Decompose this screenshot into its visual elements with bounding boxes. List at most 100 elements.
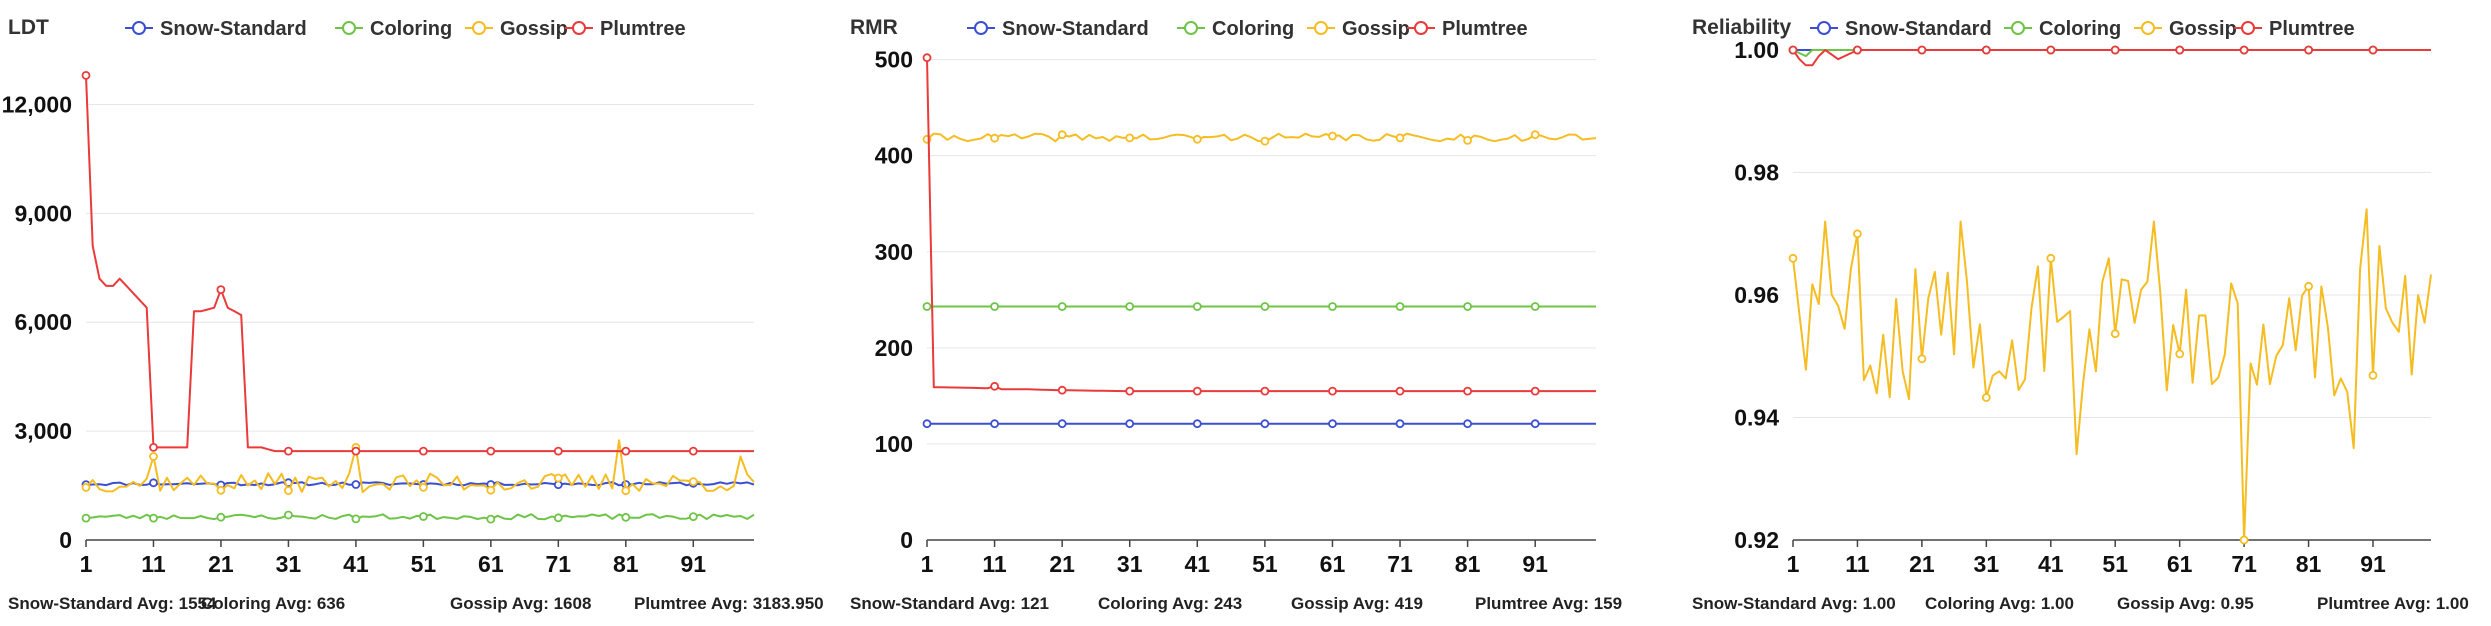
data-point-plumtree [1057, 385, 1067, 395]
data-point-plumtree [283, 446, 293, 456]
chart-title: RMR [850, 16, 898, 39]
legend-item-gossip[interactable]: Gossip [2134, 18, 2237, 40]
x-tick-label: 31 [1117, 551, 1143, 577]
data-point-coloring [688, 512, 698, 521]
data-point-plumtree [1788, 45, 1798, 55]
x-tick-label: 41 [343, 551, 369, 577]
y-tick-label: 0.98 [1734, 160, 1779, 186]
legend-item-plumtree[interactable]: Plumtree [2234, 18, 2355, 40]
x-tick-label: 21 [208, 551, 234, 577]
legend-marker [974, 21, 988, 35]
legend-item-coloring[interactable]: Coloring [1177, 18, 1294, 40]
data-point-gossip [149, 452, 158, 461]
data-point-plumtree [2368, 45, 2378, 55]
data-point-snow-standard [922, 419, 932, 429]
x-tick-label: 1 [921, 551, 934, 577]
x-tick-label: 81 [613, 551, 639, 577]
data-point-gossip [418, 482, 428, 492]
avg-gossip: Gossip Avg: 1608 [450, 594, 592, 613]
y-tick-label: 400 [875, 143, 913, 169]
series-line-gossip [1792, 208, 2432, 541]
legend-item-plumtree[interactable]: Plumtree [1407, 18, 1528, 40]
legend-item-coloring[interactable]: Coloring [2004, 18, 2121, 40]
x-tick-label: 41 [1185, 551, 1211, 577]
legend-label: Coloring [2039, 18, 2121, 40]
legend-label: Coloring [1212, 18, 1294, 40]
series-line-gossip [85, 439, 755, 494]
legend-item-snow-standard[interactable]: Snow-Standard [1810, 18, 1992, 40]
series-line-plumtree [926, 57, 1596, 393]
legend-item-coloring[interactable]: Coloring [335, 18, 452, 40]
y-tick-label: 100 [875, 431, 913, 457]
x-tick-label: 91 [2360, 551, 2386, 577]
data-point-gossip [1260, 136, 1270, 146]
legend-item-gossip[interactable]: Gossip [465, 18, 568, 40]
y-tick-label: 12,000 [2, 91, 72, 117]
chart-panel-reliability: Reliability Snow-Standard Coloring Gossip Pl… [1684, 0, 2491, 626]
legend-item-gossip[interactable]: Gossip [1307, 18, 1410, 40]
x-tick-label: 11 [1845, 551, 1870, 577]
y-tick-label: 3,000 [14, 418, 72, 444]
data-point-snow-standard [1463, 419, 1472, 429]
data-point-plumtree [621, 446, 631, 456]
data-point-plumtree [922, 53, 932, 63]
data-point-plumtree [1463, 386, 1472, 396]
legend-label: Coloring [370, 18, 452, 40]
x-tick-label: 51 [1252, 551, 1278, 577]
data-point-coloring [990, 302, 1000, 311]
legend-label: Plumtree [600, 18, 686, 40]
data-point-coloring [486, 514, 496, 524]
x-tick-label: 81 [2296, 551, 2322, 577]
data-point-coloring [283, 510, 293, 520]
data-point-coloring [922, 302, 932, 311]
data-point-coloring [1057, 302, 1067, 311]
legend-marker [1817, 21, 1831, 35]
data-point-plumtree [1192, 386, 1202, 396]
data-point-plumtree [351, 446, 361, 456]
x-tick-label: 71 [2231, 551, 2257, 577]
x-tick-label: 91 [1522, 551, 1548, 577]
x-tick-label: 71 [1387, 551, 1413, 577]
data-point-gossip [2175, 349, 2185, 359]
legend-item-snow-standard[interactable]: Snow-Standard [125, 18, 307, 40]
x-tick-label: 31 [1974, 551, 2000, 577]
data-point-coloring [1328, 302, 1337, 311]
x-tick-label: 61 [478, 551, 504, 577]
data-point-gossip [81, 482, 91, 492]
data-point-plumtree [1125, 386, 1135, 396]
data-point-plumtree [2239, 45, 2249, 55]
averages-row-reliability: Snow-Standard Avg: 1.00 Coloring Avg: 1.… [1692, 594, 2491, 618]
data-point-gossip [1328, 131, 1337, 141]
averages-row-ldt: Snow-Standard Avg: 1554 Coloring Avg: 63… [8, 594, 848, 618]
legend-label: Snow-Standard [1002, 18, 1149, 40]
data-point-plumtree [688, 446, 698, 456]
data-point-plumtree [2175, 45, 2185, 55]
data-point-snow-standard [1260, 419, 1270, 429]
data-point-coloring [1530, 302, 1540, 311]
x-tick-label: 11 [141, 551, 166, 577]
data-point-snow-standard [1057, 419, 1067, 429]
data-point-plumtree [1981, 45, 1991, 55]
y-tick-label: 0 [900, 527, 913, 553]
data-point-plumtree [149, 442, 158, 452]
data-point-gossip [1788, 253, 1798, 263]
x-tick-label: 1 [80, 551, 93, 577]
x-tick-label: 51 [411, 551, 437, 577]
data-point-gossip [2368, 370, 2378, 380]
data-point-plumtree [1395, 386, 1405, 396]
data-point-plumtree [486, 446, 496, 456]
legend-label: Plumtree [2269, 18, 2355, 40]
legend-item-plumtree[interactable]: Plumtree [565, 18, 686, 40]
data-point-snow-standard [1395, 419, 1405, 429]
data-point-gossip [1057, 130, 1067, 140]
data-point-coloring [553, 513, 563, 523]
x-tick-label: 61 [2167, 551, 2193, 577]
legend-label: Plumtree [1442, 18, 1528, 40]
avg-coloring: Coloring Avg: 636 [201, 594, 346, 613]
data-point-plumtree [418, 446, 428, 456]
legend-item-snow-standard[interactable]: Snow-Standard [967, 18, 1149, 40]
data-point-gossip [2110, 329, 2120, 339]
data-point-coloring [149, 513, 158, 523]
y-tick-label: 1.00 [1734, 37, 1779, 63]
y-tick-label: 0.94 [1734, 405, 1779, 431]
